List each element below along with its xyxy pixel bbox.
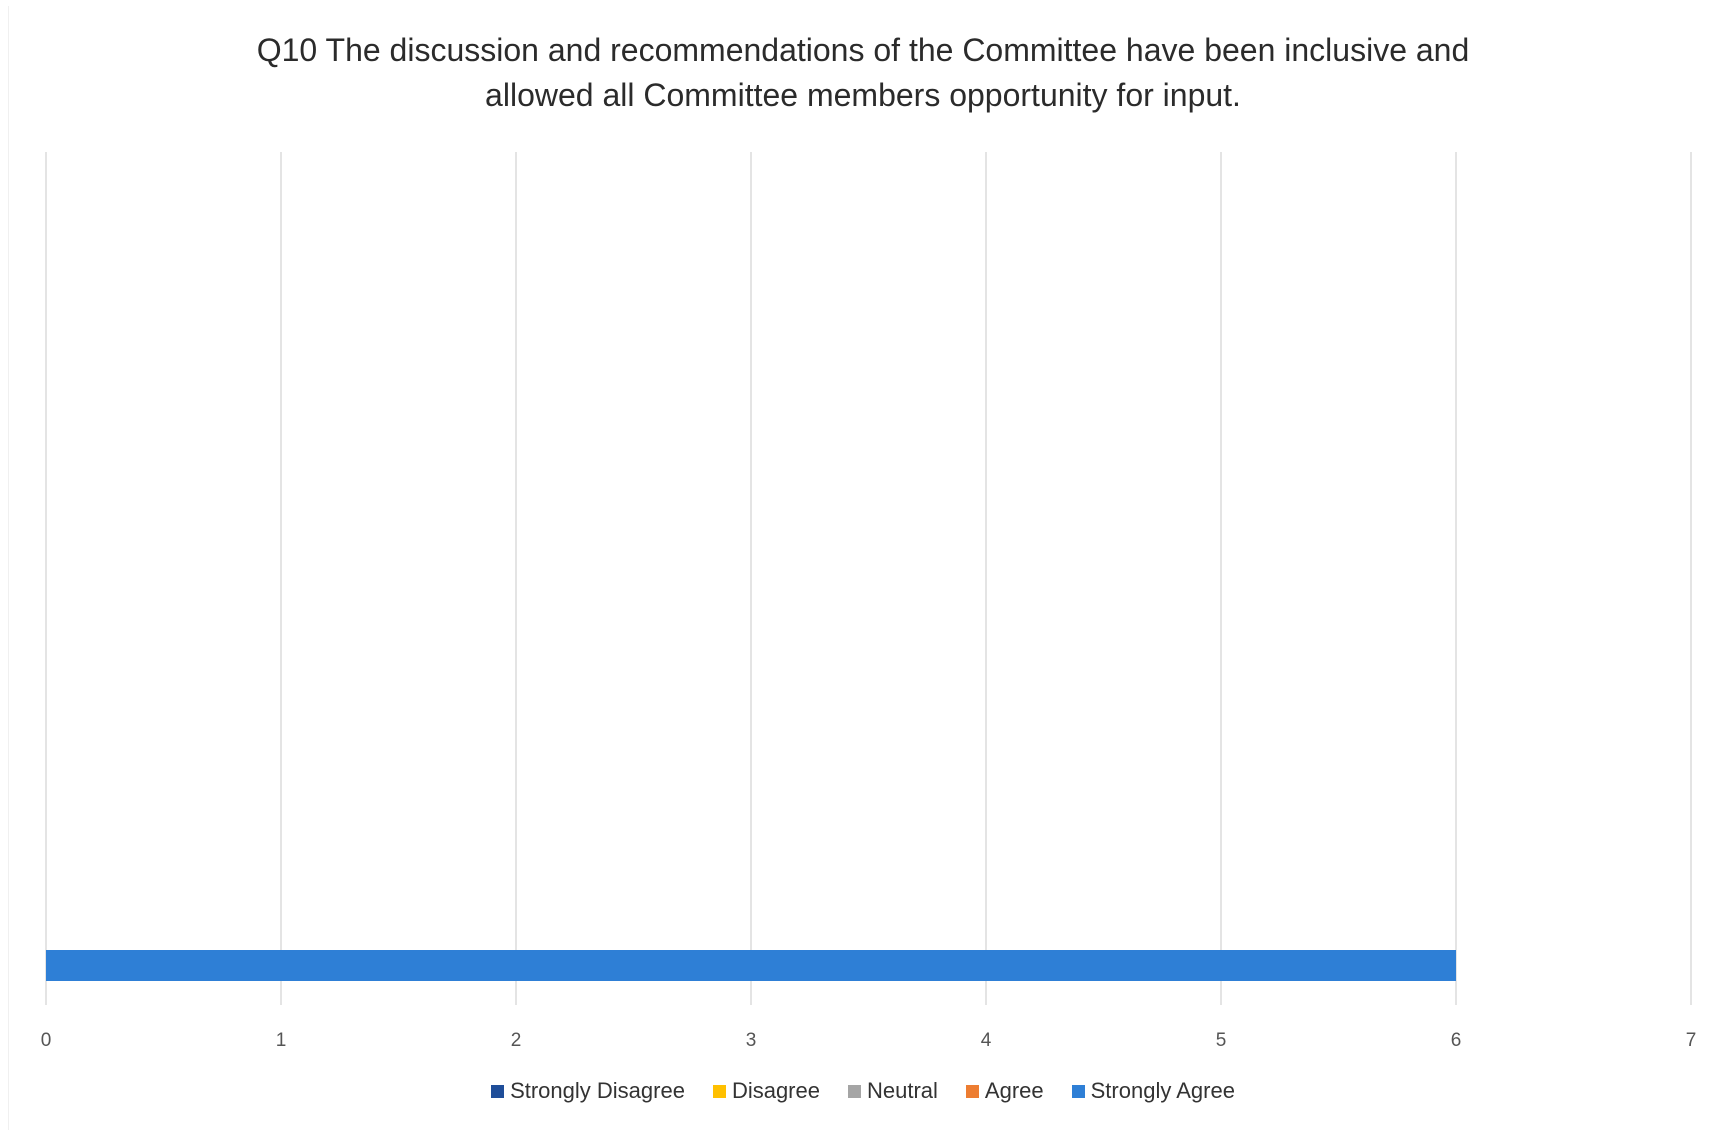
legend-label-neutral: Neutral <box>866 1078 938 1103</box>
legend-item-disagree: Disagree <box>712 1078 820 1104</box>
legend-label-agree: Agree <box>984 1078 1044 1103</box>
x-tick-label-7: 7 <box>1686 1030 1697 1051</box>
legend-label-strongly-agree: Strongly Agree <box>1090 1078 1235 1103</box>
legend-label-strongly-disagree: Strongly Disagree <box>510 1078 685 1103</box>
legend-item-agree: Agree <box>965 1078 1044 1104</box>
legend-item-strongly-disagree: Strongly Disagree <box>491 1078 685 1104</box>
x-tick-label-0: 0 <box>41 1030 52 1051</box>
x-tick-label-2: 2 <box>511 1030 522 1051</box>
x-tick-label-6: 6 <box>1451 1030 1462 1051</box>
legend-swatch-strongly-disagree <box>491 1084 505 1098</box>
bar-strongly-agree <box>46 950 1456 981</box>
legend: Strongly Disagree Disagree Neutral Agree Str… <box>0 1078 1726 1104</box>
gridlines <box>45 152 1692 1005</box>
legend-label-disagree: Disagree <box>731 1078 820 1103</box>
x-tick-label-4: 4 <box>981 1030 992 1051</box>
legend-swatch-strongly-agree <box>1071 1084 1085 1098</box>
x-axis-tick-labels: 0 1 2 3 4 5 6 7 <box>41 1030 1697 1051</box>
legend-item-neutral: Neutral <box>847 1078 938 1104</box>
bars <box>46 950 1456 981</box>
chart-frame <box>8 6 1719 1130</box>
legend-swatch-disagree <box>712 1084 726 1098</box>
x-tick-label-5: 5 <box>1216 1030 1227 1051</box>
legend-swatch-agree <box>965 1084 979 1098</box>
chart-title-line-2: allowed all Committee members opportunit… <box>485 77 1241 113</box>
legend-item-strongly-agree: Strongly Agree <box>1071 1078 1235 1104</box>
x-tick-label-1: 1 <box>276 1030 287 1051</box>
legend-swatch-neutral <box>847 1084 861 1098</box>
chart-title-line-1: Q10 The discussion and recommendations o… <box>256 32 1470 68</box>
x-tick-label-3: 3 <box>746 1030 757 1051</box>
chart-title: Q10 The discussion and recommendations o… <box>0 28 1726 118</box>
